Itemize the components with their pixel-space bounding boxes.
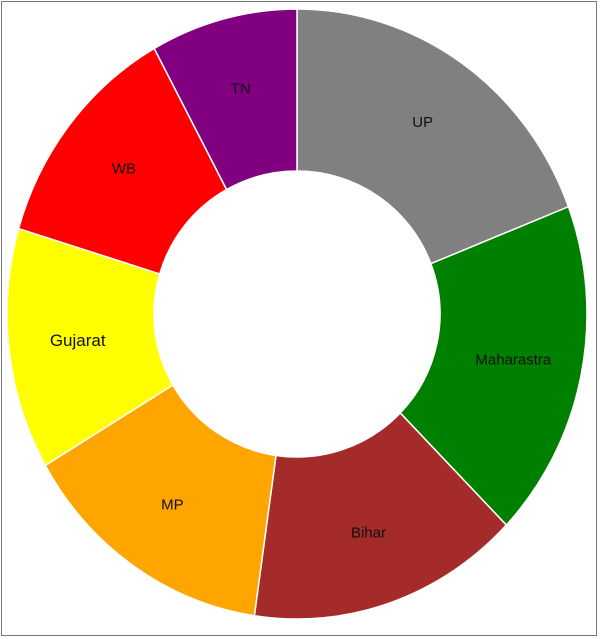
slice-gujarat xyxy=(6,227,174,467)
slice-label-bihar: Bihar xyxy=(351,525,386,542)
slice-bihar xyxy=(253,411,508,620)
slice-wb xyxy=(17,47,228,275)
slice-label-mp: MP xyxy=(161,497,184,514)
slice-label-maharastra: Maharastra xyxy=(475,352,552,369)
slice-label-up: UP xyxy=(412,114,433,131)
slice-label-tn: TN xyxy=(231,80,251,97)
slice-mp xyxy=(44,383,277,617)
slice-label-gujarat: Gujarat xyxy=(50,331,106,350)
slice-maharastra xyxy=(399,205,588,527)
slice-up xyxy=(296,8,570,265)
slice-label-wb: WB xyxy=(112,161,136,178)
slice-tn xyxy=(153,8,298,191)
